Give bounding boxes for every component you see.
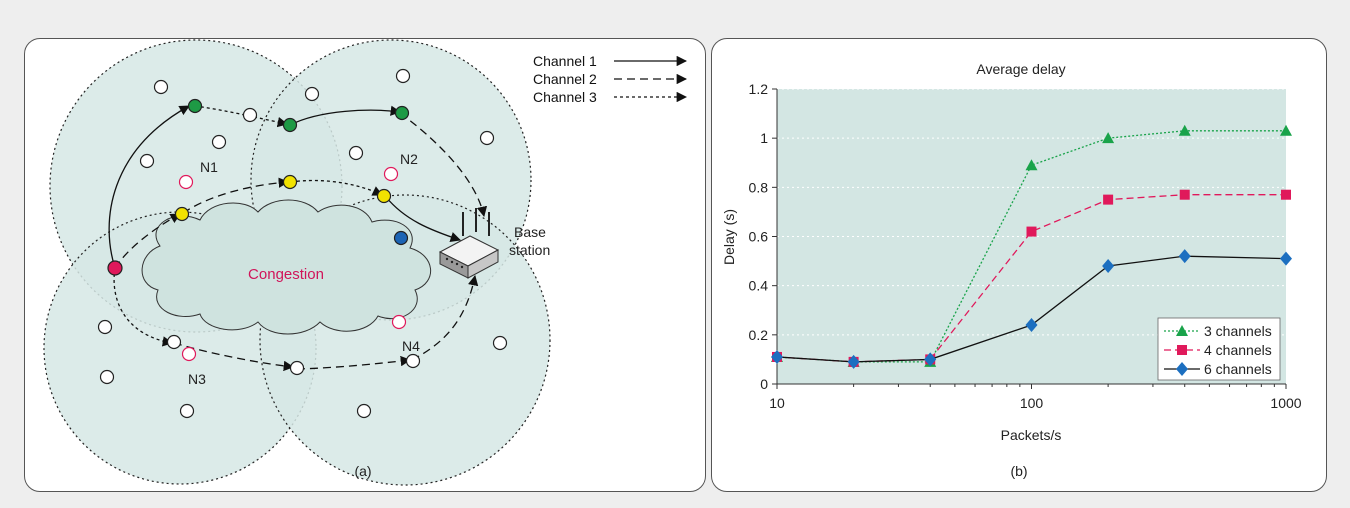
node-idle [99,369,115,385]
router-icon [438,208,500,279]
congestion-label: Congestion [248,266,324,283]
label-n2: N2 [400,151,418,167]
node-relay-green [394,105,410,121]
path-ch1-c [385,196,461,242]
data-point [771,349,783,364]
path-ch2-b [182,177,290,214]
data-point [1179,189,1190,200]
node-idle [166,334,182,350]
path-ch2-c [399,112,488,218]
node-idle [97,319,113,335]
legend-swatch-marker [1177,345,1187,355]
node-cluster-head [178,174,194,190]
node-relay-green [187,98,203,114]
node-source [107,260,123,276]
node-relay-green [282,117,298,133]
node-idle [395,68,411,84]
node-idle [179,403,195,419]
legend-label: 3 channels [1204,323,1272,339]
legend-channel-3: Channel 3 [533,89,597,105]
data-point [1178,124,1191,136]
data-point [924,352,937,367]
x-tick-label: 100 [1020,395,1044,411]
path-ch3-a [194,105,289,128]
path-ch3-c [113,267,174,347]
series-diamond [771,249,1292,369]
node-cluster-head [391,314,407,330]
data-point [1102,259,1115,273]
y-tick-label: 1 [760,130,768,146]
node-idle [304,86,320,102]
data-point [1026,226,1037,237]
y-tick-label: 0.4 [749,278,769,294]
y-tick-label: 1.2 [749,81,769,97]
path-ch1-a [108,105,190,269]
node-relay-yellow [174,206,190,222]
x-ticks: 10 100 1000 [769,384,1302,411]
base-station-label: Base station [509,224,550,258]
data-point [1103,194,1114,205]
network-nodes [97,68,508,419]
data-point [1178,249,1191,264]
routing-paths [108,105,488,372]
node-relay-yellow [282,174,298,190]
data-point [1025,318,1038,332]
node-idle [139,153,155,169]
caption-b: (b) [1010,463,1027,479]
channel-legend: Channel 1 Channel 2 Channel 3 [533,53,688,105]
congestion-cloud: Congestion [141,199,432,335]
legend-swatch-marker [1176,325,1188,336]
path-ch2-e [296,355,412,370]
path-ch2-f [411,274,479,361]
node-idle [153,79,169,95]
y-tick-label: 0 [760,376,768,392]
legend-swatch-marker [1176,362,1188,376]
node-cluster-head [181,346,197,362]
data-point [1280,124,1292,136]
legend-channel-1: Channel 1 [533,53,597,69]
node-idle [479,130,495,146]
node-idle [492,335,508,351]
node-cluster-head [383,166,399,182]
path-ch3-b [290,179,383,196]
node-relay-yellow [376,188,392,204]
series-group [771,124,1292,369]
y-tick-label: 0.2 [749,327,769,343]
node-relay-blue [393,230,409,246]
node-idle [405,353,421,369]
path-ch2-a [114,213,181,269]
path-ch1-b [289,105,402,126]
data-point [1281,189,1291,200]
data-point [1102,132,1115,144]
caption-a: (a) [354,463,371,479]
y-tick-label: 0.8 [749,179,769,195]
x-tick-label: 10 [769,395,785,411]
legend-label: 4 channels [1204,342,1272,358]
legend-label: 6 channels [1204,361,1272,377]
label-n1: N1 [200,159,218,175]
node-idle [356,403,372,419]
y-ticks: 0 0.2 0.4 0.6 0.8 1 1.2 [749,81,777,392]
node-idle [289,360,305,376]
y-axis-label: Delay (s) [721,209,737,265]
label-n4: N4 [402,338,420,354]
chart-title: Average delay [976,61,1065,77]
data-point [1025,159,1038,171]
x-tick-label: 1000 [1270,395,1301,411]
data-point [847,354,860,369]
data-point [1280,251,1292,266]
node-idle [242,107,258,123]
legend-channel-2: Channel 2 [533,71,597,87]
path-ch2-d [173,342,295,372]
label-n3: N3 [188,371,206,387]
chart-legend: 3 channels 4 channels 6 channels [1157,317,1281,381]
y-tick-label: 0.6 [749,229,769,245]
node-idle [348,145,364,161]
x-axis-label: Packets/s [1001,427,1062,443]
node-idle [211,134,227,150]
